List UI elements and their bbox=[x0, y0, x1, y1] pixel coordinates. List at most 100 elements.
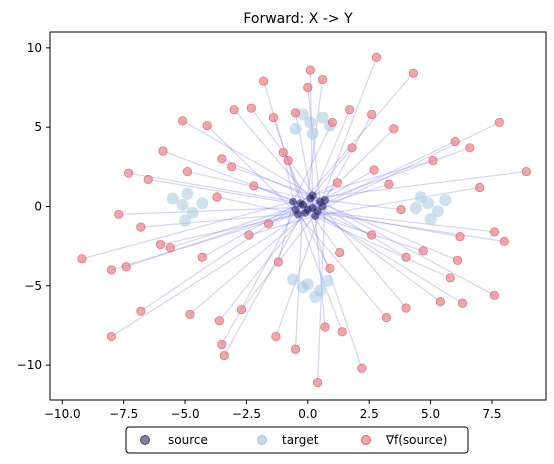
transport-line bbox=[218, 212, 306, 322]
gradient-point bbox=[219, 350, 229, 361]
target-point bbox=[179, 214, 192, 227]
transport-line bbox=[111, 209, 308, 271]
legend-target-marker bbox=[257, 435, 267, 445]
transport-line bbox=[304, 79, 324, 213]
gradient-point bbox=[521, 166, 531, 177]
target-point bbox=[414, 190, 427, 203]
gradient-point bbox=[227, 162, 237, 172]
transport-line bbox=[248, 215, 316, 236]
gradient-point bbox=[217, 154, 227, 164]
gradient-point bbox=[155, 239, 166, 250]
transport-line bbox=[295, 209, 505, 242]
gradient-point bbox=[475, 182, 485, 193]
gradient-point bbox=[499, 236, 509, 246]
gradient-point bbox=[367, 230, 377, 240]
gradient-point bbox=[384, 179, 394, 189]
target-point bbox=[289, 122, 302, 135]
gradient-point bbox=[249, 181, 259, 191]
transport-line bbox=[319, 201, 495, 296]
gradient-point bbox=[317, 74, 328, 85]
transport-line bbox=[315, 186, 480, 217]
target-point bbox=[296, 281, 309, 294]
gradient-point bbox=[401, 252, 411, 262]
transport-line bbox=[221, 158, 321, 203]
gradient-point bbox=[273, 257, 283, 267]
gradient-point bbox=[121, 262, 131, 272]
gradient-point bbox=[313, 377, 323, 388]
x-tick-label: 2.5 bbox=[360, 407, 379, 421]
transport-line bbox=[292, 201, 343, 333]
gradient-point bbox=[367, 109, 377, 120]
plot-frame bbox=[49, 31, 547, 401]
gradient-point bbox=[278, 147, 288, 158]
gradient-point bbox=[332, 178, 342, 188]
transport-line bbox=[322, 205, 407, 258]
gradient-point bbox=[158, 146, 168, 156]
gradient-point bbox=[136, 306, 146, 316]
gradient-point bbox=[455, 232, 465, 242]
gradient-point bbox=[344, 105, 355, 115]
gradient-point bbox=[347, 143, 357, 153]
source-point bbox=[303, 205, 312, 214]
gradient-point bbox=[457, 298, 468, 308]
gradient-point bbox=[325, 263, 335, 273]
y-axis-ticks: −10 −5 0 5 10 bbox=[17, 41, 50, 372]
gradient-point bbox=[303, 82, 313, 93]
source-point bbox=[294, 210, 302, 219]
gradient-point bbox=[244, 230, 254, 240]
gradient-point bbox=[450, 136, 460, 147]
transport-line bbox=[317, 210, 461, 238]
gradient-point bbox=[136, 222, 146, 232]
transport-line bbox=[162, 150, 301, 204]
target-point bbox=[431, 205, 444, 218]
gradient-point bbox=[453, 255, 463, 266]
gradient-point bbox=[165, 243, 175, 253]
target-point bbox=[424, 213, 437, 226]
gradient-point bbox=[290, 344, 301, 354]
y-tick-label: −5 bbox=[24, 279, 42, 293]
transport-line bbox=[148, 178, 304, 206]
gradient-point bbox=[369, 165, 379, 175]
gradient-point bbox=[494, 117, 504, 128]
transport-line bbox=[324, 199, 402, 211]
transport-line bbox=[233, 109, 311, 199]
gradient-point bbox=[418, 246, 428, 256]
legend-source-label: source bbox=[168, 433, 208, 447]
target-point bbox=[176, 198, 189, 211]
gradient-point bbox=[283, 155, 293, 166]
x-tick-label: −5.0 bbox=[170, 407, 199, 421]
gradient-point bbox=[197, 252, 207, 262]
gradient-point bbox=[177, 116, 188, 126]
source-series bbox=[289, 191, 330, 220]
gradient-point bbox=[371, 52, 382, 62]
gradient-point bbox=[246, 103, 256, 113]
gradient-series bbox=[77, 52, 531, 388]
gradient-point bbox=[212, 192, 222, 202]
transport-line bbox=[140, 212, 306, 228]
x-tick-label: 7.5 bbox=[482, 407, 501, 421]
transport-line bbox=[312, 159, 434, 196]
target-point bbox=[304, 116, 317, 129]
gradient-point bbox=[401, 303, 411, 313]
transport-line bbox=[201, 194, 314, 258]
gradient-point bbox=[465, 143, 475, 153]
transport-line bbox=[307, 209, 363, 369]
legend-source-marker bbox=[140, 435, 150, 445]
x-tick-label: 5.0 bbox=[421, 407, 440, 421]
transport-line bbox=[295, 72, 414, 211]
target-point bbox=[181, 187, 194, 200]
transport-line bbox=[309, 147, 353, 199]
gradient-point bbox=[305, 65, 315, 75]
transport-line bbox=[216, 196, 299, 216]
target-series bbox=[166, 108, 452, 303]
legend-gradient-label: ∇f(source) bbox=[385, 433, 447, 447]
gradient-point bbox=[106, 265, 116, 275]
transport-line bbox=[292, 122, 333, 202]
legend-target-label: target bbox=[282, 433, 319, 447]
gradient-point bbox=[263, 219, 274, 229]
source-point bbox=[321, 196, 330, 205]
transport-line bbox=[317, 210, 495, 233]
target-point bbox=[166, 192, 179, 205]
transport-line bbox=[170, 204, 304, 249]
y-tick-label: 10 bbox=[27, 41, 42, 55]
